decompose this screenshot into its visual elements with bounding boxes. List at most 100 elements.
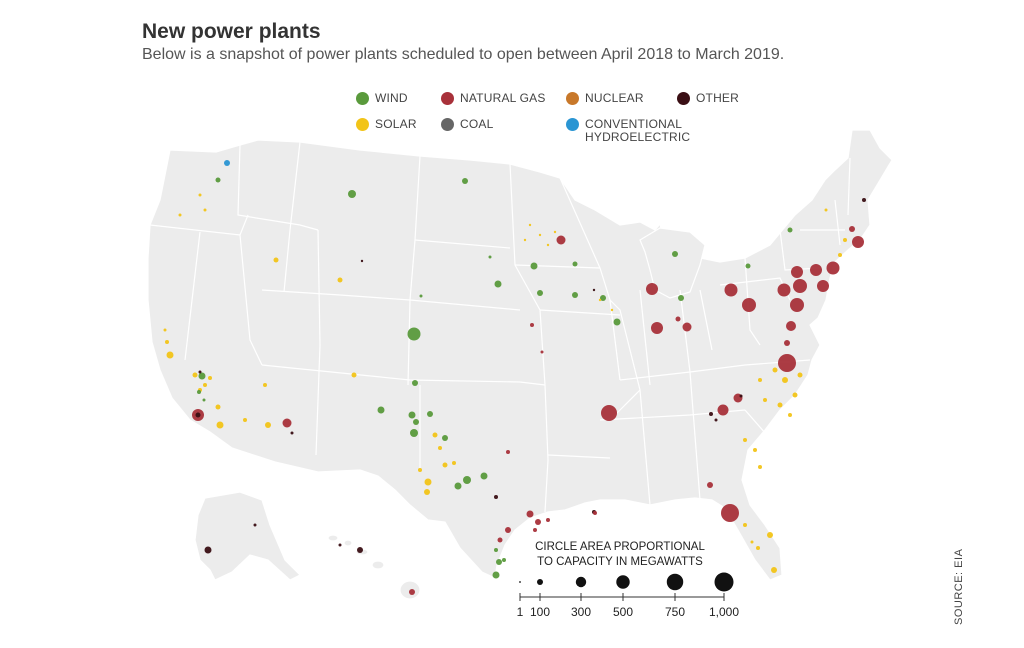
natural-gas-plant-dot: [707, 482, 713, 488]
solar-plant-dot: [203, 208, 207, 212]
wind-plant-dot: [198, 372, 206, 380]
scale-circle-1000: [714, 572, 734, 592]
source-label: SOURCE: EIA: [953, 548, 965, 625]
hawaii-island-4: [371, 560, 385, 570]
natural-gas-plant-dot: [790, 298, 804, 312]
natural-gas-plant-dot: [651, 322, 663, 334]
wind-plant-dot: [377, 406, 385, 414]
solar-plant-dot: [528, 223, 532, 227]
scale-title-line1: CIRCLE AREA PROPORTIONAL: [535, 541, 705, 553]
natural-gas-plant-dot: [546, 518, 550, 522]
solar-plant-dot: [215, 404, 221, 410]
natural-gas-plant-dot: [497, 537, 503, 543]
state-borders: [149, 141, 851, 513]
solar-plant-dot: [523, 238, 527, 242]
other-plant-dot: [253, 523, 257, 527]
solar-plant-dot: [198, 193, 202, 197]
natural-gas-plant-dot: [793, 279, 807, 293]
scale-title: CIRCLE AREA PROPORTIONAL TO CAPACITY IN …: [520, 540, 720, 570]
wind-plant-dot: [745, 263, 751, 269]
wind-plant-dot: [408, 411, 416, 419]
solar-plant-dot: [750, 540, 754, 544]
other-plant-dot: [204, 546, 212, 554]
wind-plant-dot: [427, 411, 433, 417]
wind-plant-dot: [442, 435, 448, 441]
natural-gas-plant-dot: [526, 510, 534, 518]
scale-circle-750: [666, 573, 684, 591]
natural-gas-plant-dot: [682, 322, 692, 332]
wind-plant-dot: [678, 295, 684, 301]
alaska-land: [194, 491, 302, 581]
solar-plant-dot: [743, 523, 747, 527]
natural-gas-plant-dot: [791, 266, 803, 278]
solar-plant-dot: [777, 402, 783, 408]
solar-plant-dot: [351, 372, 357, 378]
natural-gas-plant-dot: [849, 226, 855, 232]
solar-plant-dot: [263, 383, 267, 387]
other-plant-dot: [357, 547, 363, 553]
hawaii-island-1: [327, 534, 339, 542]
wind-plant-dot: [613, 318, 621, 326]
scale-circle-1: [519, 581, 521, 583]
wind-plant-dot: [419, 294, 423, 298]
natural-gas-plant-dot: [852, 236, 864, 248]
wind-plant-dot: [530, 262, 538, 270]
wind-plant-dot: [492, 571, 500, 579]
solar-plant-dot: [424, 478, 432, 486]
wind-plant-dot: [600, 295, 606, 301]
solar-plant-dot: [797, 372, 803, 378]
solar-plant-dot: [203, 383, 207, 387]
solar-plant-dot: [442, 462, 448, 468]
natural-gas-plant-dot: [784, 340, 790, 346]
scale-tick-1: 1: [516, 605, 524, 619]
natural-gas-plant-dot: [826, 261, 840, 275]
wind-plant-dot: [454, 482, 462, 490]
solar-plant-dot: [337, 277, 343, 283]
wind-plant-dot: [672, 251, 678, 257]
scale-tick-1000: 1,000: [708, 605, 740, 619]
solar-plant-dot: [553, 230, 557, 234]
solar-plant-dot: [438, 446, 442, 450]
natural-gas-plant-dot: [742, 298, 756, 312]
michigan-land: [639, 227, 706, 299]
natural-gas-plant-dot: [556, 235, 566, 245]
wind-plant-dot: [502, 558, 506, 562]
scale-circle-500: [616, 575, 630, 589]
wind-plant-dot: [494, 280, 502, 288]
natural-gas-plant-dot: [810, 264, 822, 276]
wind-plant-dot: [494, 548, 498, 552]
solar-plant-dot: [743, 438, 747, 442]
contiguous-us-land: [147, 129, 893, 581]
solar-plant-dot: [452, 461, 456, 465]
solar-plant-dot: [538, 233, 542, 237]
other-plant-dot: [360, 259, 364, 263]
wind-plant-dot: [572, 292, 578, 298]
scale-tick-100: 100: [529, 605, 551, 619]
solar-plant-dot: [418, 468, 422, 472]
scale-tick-750: 750: [664, 605, 686, 619]
wind-plant-dot: [462, 178, 468, 184]
wind-plant-dot: [572, 261, 578, 267]
solar-plant-dot: [792, 392, 798, 398]
wind-plant-dot: [537, 290, 543, 296]
solar-plant-dot: [610, 308, 614, 312]
solar-plant-dot: [166, 351, 174, 359]
natural-gas-plant-dot: [506, 450, 510, 454]
wind-plant-dot: [215, 177, 221, 183]
natural-gas-plant-dot: [786, 321, 796, 331]
natural-gas-plant-dot: [601, 405, 617, 421]
other-plant-dot: [338, 543, 342, 547]
solar-plant-dot: [178, 213, 182, 217]
solar-plant-dot: [598, 298, 602, 302]
wind-plant-dot: [410, 429, 418, 437]
wind-plant-dot: [496, 559, 502, 565]
natural-gas-plant-dot: [778, 354, 796, 372]
natural-gas-plant-dot: [505, 527, 511, 533]
natural-gas-plant-dot: [777, 283, 791, 297]
natural-gas-plant-dot: [535, 519, 541, 525]
solar-plant-dot: [424, 489, 430, 495]
wind-plant-dot: [413, 419, 419, 425]
wind-plant-dot: [480, 472, 488, 480]
other-plant-dot: [739, 394, 743, 398]
map-title: New power plants: [142, 20, 321, 43]
